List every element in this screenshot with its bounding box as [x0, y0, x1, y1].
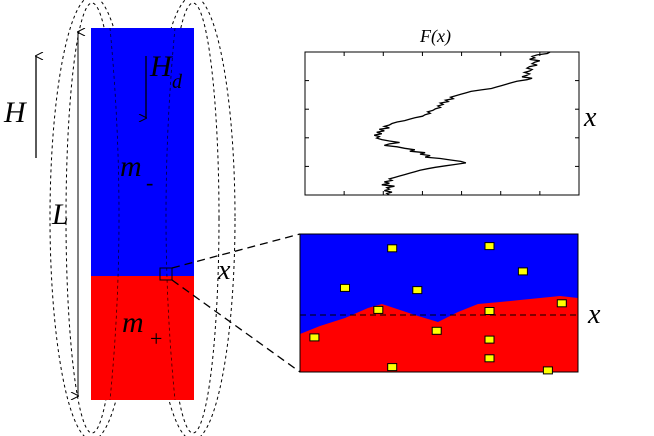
pinning-site [340, 283, 350, 292]
m-minus-label: m [120, 150, 142, 183]
pinning-site [309, 333, 320, 342]
zoom-position-label: x [587, 299, 601, 330]
length-label: L [51, 198, 69, 231]
pinning-site [431, 326, 442, 335]
wall-position-label: x [217, 255, 231, 286]
pinning-sites [309, 242, 567, 375]
m-plus-subscript: + [150, 326, 162, 351]
plot-frame [304, 51, 580, 196]
plot-axis-label: x [583, 102, 597, 133]
pinning-site [387, 244, 398, 253]
pinning-site [412, 286, 423, 295]
zoom-connector-bottom [171, 279, 301, 373]
pinning-site [556, 299, 567, 308]
pinning-site [373, 305, 384, 314]
demagnetizing-field-label: H [149, 50, 174, 83]
m-plus-label: m [122, 306, 144, 339]
applied-field-label: H [3, 96, 28, 129]
plot-title: F(x) [419, 26, 451, 47]
lower-domain [91, 276, 194, 400]
m-minus-subscript: - [146, 170, 153, 195]
pinning-site [484, 354, 495, 363]
plot-ticks [305, 52, 579, 196]
demagnetizing-field-subscript: d [172, 71, 183, 93]
pinning-site [387, 363, 398, 372]
zoom-region-marker [159, 267, 173, 281]
pinning-potential-plot: F(x) x [304, 26, 597, 196]
zoom-connector-top [171, 233, 301, 269]
pinning-site [517, 267, 528, 276]
pinning-site [484, 307, 495, 315]
pinning-site [484, 335, 495, 344]
pinning-potential-curve [374, 51, 551, 196]
zoom-frame [299, 233, 579, 373]
upper-domain [91, 28, 194, 276]
internal-field-lines [109, 27, 176, 401]
zoomed-domain-wall-panel: x [299, 233, 601, 375]
pinning-site [542, 366, 553, 375]
pinning-site [484, 242, 495, 251]
